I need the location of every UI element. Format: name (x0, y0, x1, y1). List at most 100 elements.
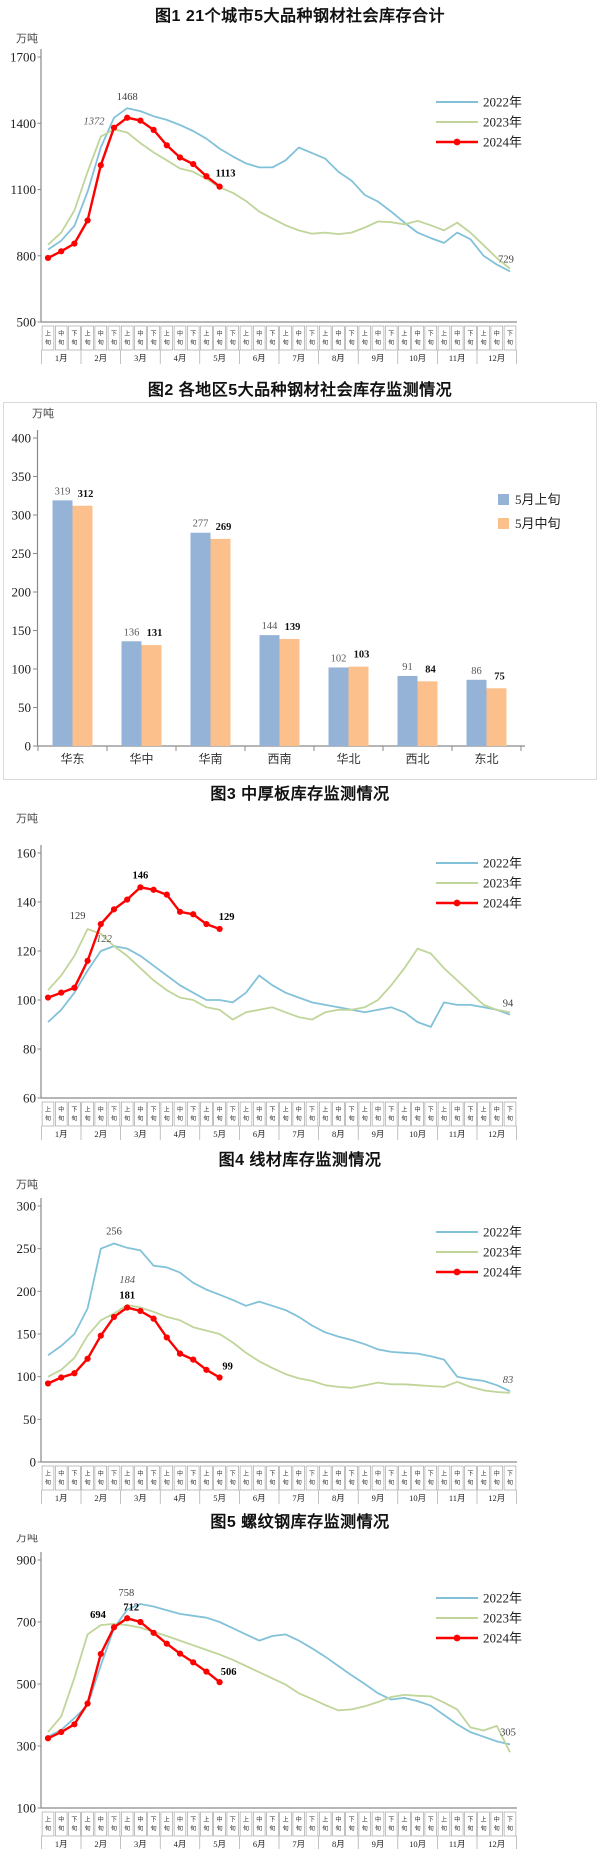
svg-text:旬: 旬 (309, 1115, 315, 1123)
svg-text:中: 中 (177, 1470, 183, 1478)
svg-text:83: 83 (503, 1375, 514, 1386)
svg-text:旬: 旬 (230, 1479, 236, 1487)
svg-text:旬: 旬 (230, 1825, 236, 1833)
svg-text:旬: 旬 (362, 1479, 368, 1487)
svg-text:上: 上 (45, 1470, 51, 1478)
svg-text:上: 上 (283, 1470, 289, 1478)
svg-text:11月: 11月 (449, 1129, 466, 1139)
figure-3-chart: 万吨 60 80 100 120 140 160 129 122 146 129 94 2022年 202… (0, 806, 600, 1146)
svg-text:旬: 旬 (111, 339, 117, 347)
svg-text:旬: 旬 (124, 1479, 130, 1487)
series-2024年 (44, 1615, 223, 1742)
svg-text:旬: 旬 (124, 1115, 130, 1123)
svg-text:旬: 旬 (151, 1115, 157, 1123)
svg-text:中: 中 (256, 1816, 262, 1824)
svg-text:下: 下 (269, 1817, 275, 1824)
svg-text:中: 中 (177, 1816, 183, 1824)
svg-text:旬: 旬 (203, 339, 209, 347)
svg-text:旬: 旬 (256, 1825, 262, 1833)
svg-text:万吨: 万吨 (16, 32, 38, 45)
svg-text:下: 下 (151, 1817, 157, 1824)
svg-text:1月: 1月 (55, 1129, 68, 1139)
svg-text:1100: 1100 (10, 182, 36, 197)
figure-4-title: 图4 线材库存监测情况 (218, 1152, 382, 1169)
series-2022年 (47, 107, 511, 273)
svg-text:中: 中 (494, 330, 500, 338)
figure-1-section: 图1 21个城市5大品种钢材社会库存合计 万吨 500 800 1100 1400 170… (0, 0, 600, 376)
svg-text:旬: 旬 (58, 1115, 64, 1123)
svg-text:旬: 旬 (494, 1825, 500, 1833)
svg-text:上: 上 (203, 1470, 209, 1478)
svg-text:50: 50 (23, 1412, 36, 1427)
svg-text:1700: 1700 (10, 50, 36, 65)
svg-text:旬: 旬 (58, 339, 64, 347)
svg-text:200: 200 (17, 1284, 37, 1299)
svg-text:729: 729 (498, 254, 514, 265)
svg-text:旬: 旬 (85, 1115, 91, 1123)
svg-text:旬: 旬 (137, 1115, 143, 1123)
svg-text:5月中旬: 5月中旬 (515, 516, 561, 531)
svg-text:下: 下 (309, 1817, 315, 1824)
svg-text:旬: 旬 (177, 1825, 183, 1833)
series-2024年 (44, 1304, 223, 1387)
figure-3-section: 图3 中厚板库存监测情况 万吨 60 80 100 120 140 160 129 122 146… (0, 780, 600, 1146)
svg-text:旬: 旬 (45, 1479, 51, 1487)
svg-text:旬: 旬 (507, 1115, 513, 1123)
figure-4-chart: 万吨 0 50 100 150 200 250 300 256 184 181 99 83 2022年 20… (0, 1172, 600, 1508)
svg-text:旬: 旬 (164, 1115, 170, 1123)
svg-text:3月: 3月 (134, 1839, 147, 1849)
svg-text:11月: 11月 (449, 1493, 466, 1503)
svg-text:上: 上 (243, 330, 249, 338)
svg-text:旬: 旬 (98, 1825, 104, 1833)
svg-text:250: 250 (17, 1241, 37, 1256)
svg-text:下: 下 (309, 1471, 315, 1478)
svg-text:上: 上 (124, 330, 130, 338)
svg-text:中: 中 (137, 1470, 143, 1478)
svg-text:75: 75 (494, 671, 505, 682)
svg-text:旬: 旬 (243, 1479, 249, 1487)
svg-text:旬: 旬 (375, 339, 381, 347)
svg-text:中: 中 (375, 330, 381, 338)
svg-text:2月: 2月 (94, 1839, 107, 1849)
svg-text:12月: 12月 (488, 1839, 505, 1849)
svg-text:上: 上 (203, 330, 209, 338)
svg-text:旬: 旬 (428, 1825, 434, 1833)
svg-text:50: 50 (18, 700, 31, 715)
svg-text:旬: 旬 (441, 339, 447, 347)
svg-text:旬: 旬 (507, 339, 513, 347)
svg-text:下: 下 (71, 331, 77, 338)
svg-text:8月: 8月 (332, 1493, 345, 1503)
svg-text:旬: 旬 (494, 339, 500, 347)
svg-text:100: 100 (12, 662, 32, 677)
figure-2-chart: 万吨 0 50 100 150 200 250 300 350 400 319 312 华东 136 131… (3, 402, 597, 780)
svg-text:中: 中 (137, 1816, 143, 1824)
y-axis: 100 300 500 700 900 (17, 1552, 517, 1816)
svg-text:旬: 旬 (401, 339, 407, 347)
svg-text:华东: 华东 (60, 752, 84, 766)
svg-text:旬: 旬 (269, 1825, 275, 1833)
svg-text:旬: 旬 (190, 339, 196, 347)
svg-text:100: 100 (17, 993, 37, 1008)
svg-text:10月: 10月 (409, 353, 426, 363)
svg-text:144: 144 (262, 621, 279, 632)
svg-text:下: 下 (151, 331, 157, 338)
svg-text:下: 下 (230, 1471, 236, 1478)
svg-text:上: 上 (322, 1470, 328, 1478)
svg-text:旬: 旬 (71, 1115, 77, 1123)
svg-text:10月: 10月 (409, 1129, 426, 1139)
svg-text:旬: 旬 (85, 1825, 91, 1833)
svg-text:旬: 旬 (401, 1479, 407, 1487)
svg-text:10月: 10月 (409, 1839, 426, 1849)
svg-text:上: 上 (283, 1106, 289, 1114)
svg-text:上: 上 (124, 1106, 130, 1114)
y-axis: 0 50 100 150 200 250 300 350 400 (12, 430, 525, 754)
svg-text:旬: 旬 (454, 1115, 460, 1123)
svg-text:旬: 旬 (428, 1115, 434, 1123)
svg-text:129: 129 (70, 911, 86, 922)
svg-text:上: 上 (164, 330, 170, 338)
svg-text:旬: 旬 (441, 1115, 447, 1123)
svg-text:5月上旬: 5月上旬 (515, 492, 561, 507)
svg-text:旬: 旬 (349, 1825, 355, 1833)
fig1-plot: 万吨 500 800 1100 1400 1700 1468 1372 1113 729 2022年… (10, 32, 522, 364)
series-2022年 (47, 1242, 511, 1393)
